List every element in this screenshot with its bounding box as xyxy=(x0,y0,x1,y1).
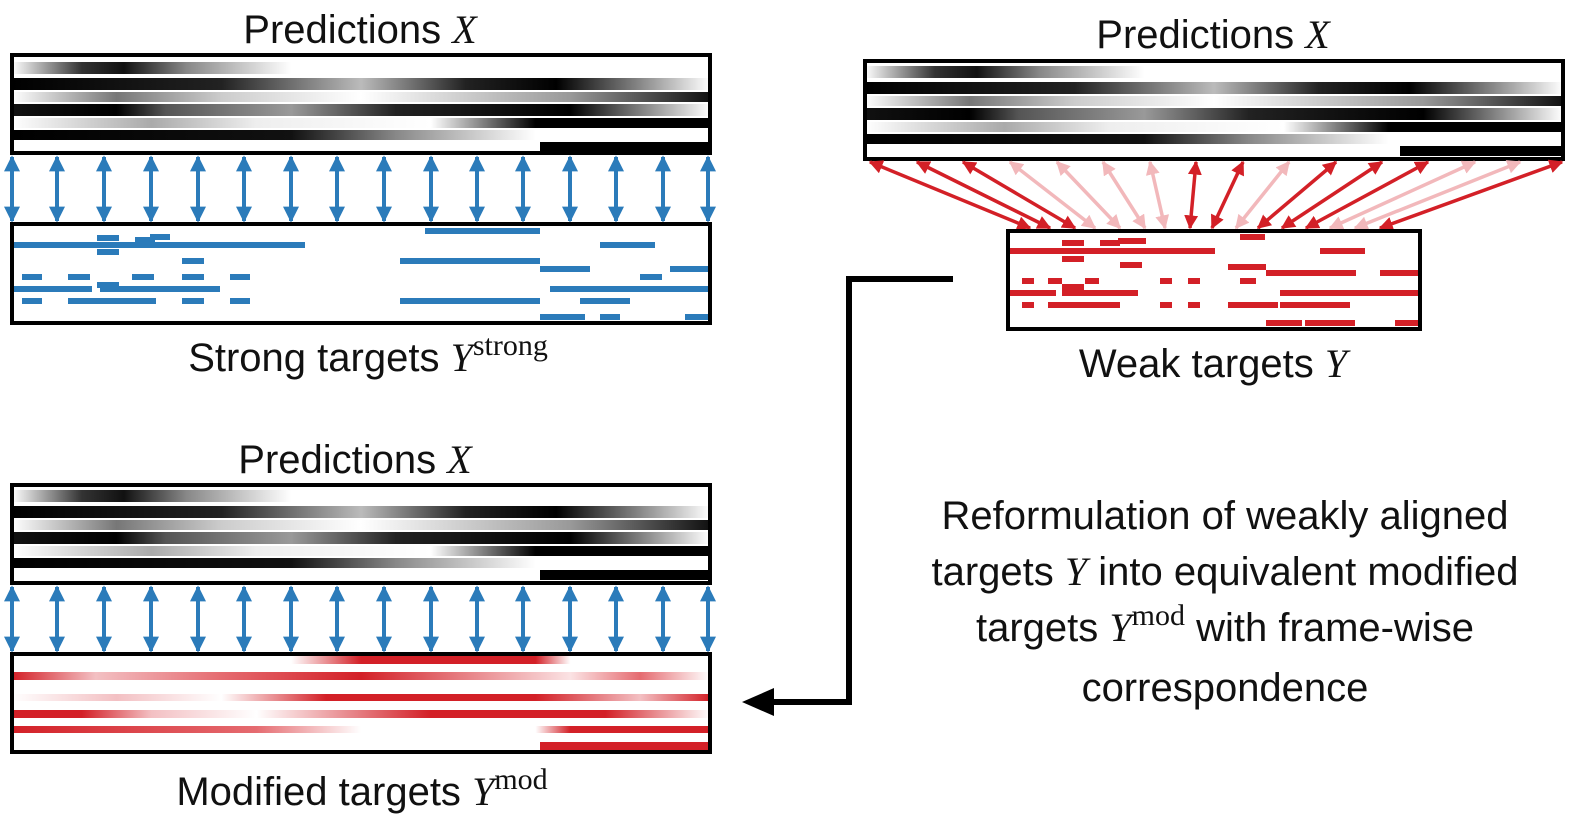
predictions-label-top-left: Predictions X xyxy=(243,7,477,52)
predictions-text: Predictions xyxy=(238,438,437,482)
strong-targets-label: Strong targets Ystrong xyxy=(188,331,548,380)
modified-targets-superscript: mod xyxy=(494,763,548,796)
strong-targets-matrix xyxy=(10,222,712,325)
modified-targets-label: Modified targets Ymod xyxy=(176,765,547,814)
description-line-3-post: with frame-wise xyxy=(1196,606,1474,650)
modified-targets-matrix xyxy=(10,652,712,754)
description-line-2-post: into equivalent modified xyxy=(1098,550,1519,594)
description-line-2-symbol: Y xyxy=(1064,549,1088,594)
description-line-3-superscript: mod xyxy=(1131,599,1186,632)
description-line-3-symbol: Y xyxy=(1109,605,1132,650)
predictions-text: Predictions xyxy=(243,8,442,52)
modified-targets-symbol: Y xyxy=(472,769,495,814)
correspondence-arrows-bottom-left xyxy=(4,585,716,653)
correspondence-arrows-top-left xyxy=(4,155,716,223)
predictions-matrix-top-left xyxy=(10,53,712,155)
reformulation-description: Reformulation of weakly aligned targets … xyxy=(875,488,1575,716)
weak-alignment-arrows xyxy=(868,159,1564,231)
predictions-matrix-top-right xyxy=(863,59,1565,161)
predictions-symbol: X xyxy=(1305,12,1330,57)
strong-targets-symbol: Y xyxy=(450,335,473,380)
predictions-label-top-right: Predictions X xyxy=(1096,12,1330,57)
predictions-matrix-bottom-left xyxy=(10,483,712,585)
description-line-1: Reformulation of weakly aligned xyxy=(941,494,1509,538)
weak-targets-matrix xyxy=(1006,229,1422,331)
description-line-3-pre: targets xyxy=(976,606,1099,650)
predictions-text: Predictions xyxy=(1096,13,1295,57)
modified-targets-text: Modified targets xyxy=(176,770,461,814)
weak-targets-symbol: Y xyxy=(1324,341,1348,386)
predictions-label-bottom-left: Predictions X xyxy=(238,437,472,482)
description-line-3: targets Ymod with frame-wise xyxy=(875,599,1575,660)
description-line-2-pre: targets xyxy=(931,550,1054,594)
description-line-2: targets Y into equivalent modified xyxy=(875,544,1575,600)
reformulation-arrow xyxy=(742,276,953,716)
strong-targets-superscript: strong xyxy=(472,329,548,362)
strong-targets-text: Strong targets xyxy=(188,336,440,380)
weak-targets-text: Weak targets xyxy=(1078,342,1314,386)
predictions-symbol: X xyxy=(447,437,472,482)
description-line-4: correspondence xyxy=(1081,666,1369,710)
weak-targets-label: Weak targets Y xyxy=(1078,341,1348,386)
predictions-symbol: X xyxy=(452,7,477,52)
